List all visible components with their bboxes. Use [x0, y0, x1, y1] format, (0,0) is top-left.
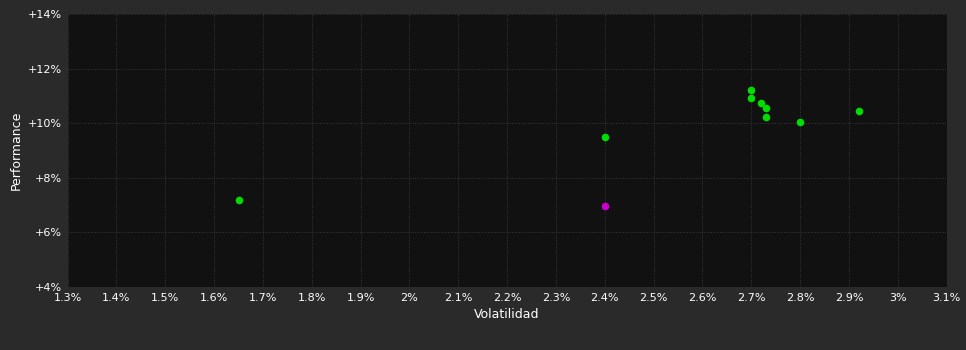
- Point: [758, 105, 774, 111]
- X-axis label: Volatilidad: Volatilidad: [474, 308, 540, 321]
- Point: [758, 114, 774, 120]
- Point: [597, 204, 612, 209]
- Point: [753, 100, 769, 106]
- Point: [744, 95, 759, 101]
- Y-axis label: Performance: Performance: [10, 111, 22, 190]
- Point: [792, 119, 808, 125]
- Point: [851, 108, 867, 114]
- Point: [744, 88, 759, 93]
- Point: [597, 135, 612, 140]
- Point: [231, 197, 246, 202]
